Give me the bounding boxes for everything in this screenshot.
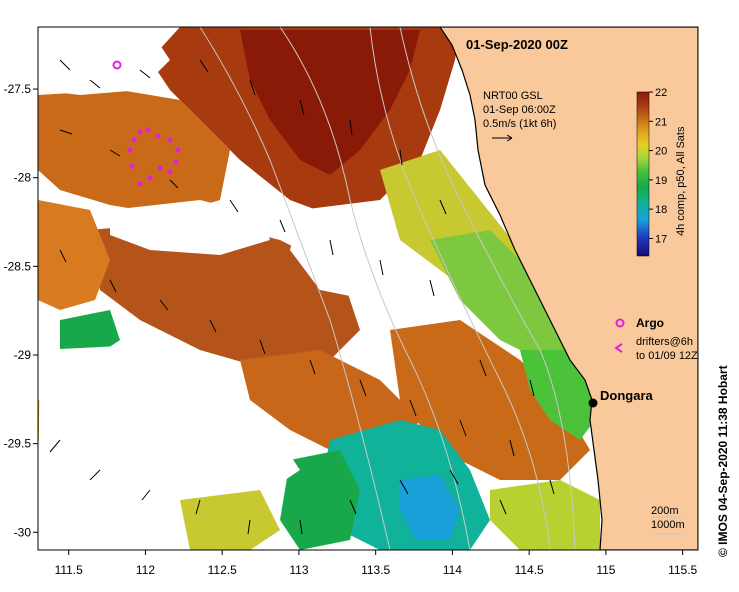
x-tick-label: 111.5 <box>55 563 84 577</box>
x-tick-label: 113.5 <box>361 563 390 577</box>
argo-legend-label: Argo <box>636 316 664 330</box>
sst-patch-orange-west <box>38 200 110 310</box>
y-tick-label: -29 <box>14 348 32 362</box>
sst-patch-hot-core <box>240 30 420 175</box>
depth-label-200m: 200m <box>651 505 679 517</box>
sst-patch-green-coast <box>430 230 570 360</box>
depth-label-1000m: 1000m <box>651 519 685 531</box>
drifter-track <box>127 127 181 187</box>
vector-legend-arrowhead <box>506 134 513 142</box>
x-tick-label: 115 <box>596 563 615 577</box>
current-vectors <box>49 59 555 535</box>
colorbar-tick-label: 20 <box>655 146 667 158</box>
y-tick-label: -27.5 <box>4 82 32 96</box>
y-tick-label: -29.5 <box>4 437 32 451</box>
vector-legend: NRT00 GSL 01-Sep 06:00Z 0.5m/s (1kt 6h) <box>483 90 556 142</box>
x-axis: 111.5 112 112.5 113 113.5 114 114.5 115 115.5 <box>55 550 698 577</box>
cloud-mask <box>38 30 400 550</box>
vector-legend-line3: 0.5m/s (1kt 6h) <box>483 118 556 130</box>
colorbar: 22 21 20 19 18 17 4h comp, p50, All Sats <box>636 87 687 257</box>
vector-legend-line1: NRT00 GSL <box>483 90 543 102</box>
x-tick-label: 114 <box>443 563 462 577</box>
y-tick-label: -28.5 <box>4 259 32 273</box>
sst-patch-green-south <box>280 450 360 550</box>
sst-patch-orange-nw <box>38 90 230 215</box>
colorbar-ramp <box>636 91 650 257</box>
y-axis: -27.5 -28 -28.5 -29 -29.5 -30 <box>4 82 38 539</box>
x-tick-label: 113 <box>289 563 308 577</box>
credit-text: © IMOS 04-Sep-2020 11:38 Hobart <box>716 365 730 557</box>
contour-depth-legend: 200m 1000m <box>651 505 685 535</box>
drifters-legend-line2: to 01/09 12Z <box>636 350 698 362</box>
colorbar-label: 4h comp, p50, All Sats <box>675 126 687 236</box>
land-area <box>439 27 698 550</box>
argo-legend-icon <box>615 318 625 328</box>
dongara-dot <box>588 398 598 408</box>
colorbar-tick-label: 19 <box>655 175 667 187</box>
dongara-label: Dongara <box>600 388 654 403</box>
bathymetry-contours <box>199 27 576 550</box>
x-tick-label: 114.5 <box>515 563 544 577</box>
colorbar-tick-label: 22 <box>655 87 667 99</box>
colorbar-ticks: 22 21 20 19 18 17 <box>649 87 667 245</box>
argo-float-marker <box>112 60 122 70</box>
sst-patch-green-coastal-south <box>520 350 595 440</box>
colorbar-tick-label: 21 <box>655 116 667 128</box>
drifters-legend-line1: drifters@6h <box>636 336 693 348</box>
y-tick-label: -28 <box>14 171 32 185</box>
y-tick-label: -30 <box>14 525 32 539</box>
plot-frame <box>37 26 699 551</box>
sst-patch-yellow-s <box>180 490 280 550</box>
x-tick-label: 115.5 <box>668 563 697 577</box>
colorbar-tick-label: 17 <box>655 233 667 245</box>
x-tick-label: 112.5 <box>208 563 237 577</box>
map-title: 01-Sep-2020 00Z <box>466 37 568 52</box>
vector-legend-line2: 01-Sep 06:00Z <box>483 104 556 116</box>
sst-patch-orange-mid <box>90 220 360 370</box>
marker-legend: Argo drifters@6h to 01/09 12Z <box>614 316 698 362</box>
sst-patch-blue-south <box>400 475 460 540</box>
drifter-legend-icon <box>614 343 623 353</box>
colorbar-tick-label: 18 <box>655 204 667 216</box>
dongara-marker: Dongara <box>588 388 654 408</box>
x-tick-label: 112 <box>136 563 155 577</box>
